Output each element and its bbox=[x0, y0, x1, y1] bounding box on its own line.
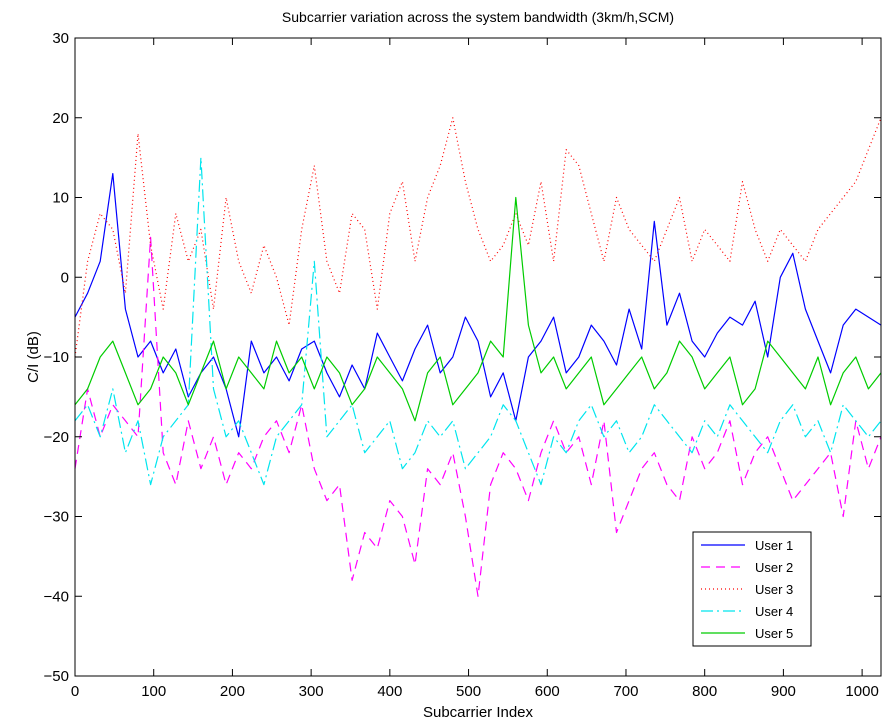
y-axis-label: C/I (dB) bbox=[25, 331, 42, 383]
legend-label-4: User 4 bbox=[755, 604, 793, 619]
x-tick-label: 600 bbox=[535, 683, 560, 700]
x-tick-label: 500 bbox=[456, 683, 481, 700]
legend-label-2: User 2 bbox=[755, 560, 793, 575]
y-tick-label: 30 bbox=[52, 30, 69, 47]
series-line-1 bbox=[74, 173, 882, 438]
x-tick-label: 400 bbox=[377, 683, 402, 700]
x-tick-label: 100 bbox=[141, 683, 166, 700]
legend-label-1: User 1 bbox=[755, 538, 793, 553]
axes: 0 100 200 300 400 500 600 700 800 900 1000−50−40−3… bbox=[44, 30, 882, 700]
x-tick-label: 700 bbox=[613, 683, 638, 700]
x-tick-label: 900 bbox=[771, 683, 796, 700]
x-tick-label: 200 bbox=[220, 683, 245, 700]
legend-label-3: User 3 bbox=[755, 582, 793, 597]
x-tick-label: 800 bbox=[692, 683, 717, 700]
y-tick-label: −50 bbox=[44, 668, 69, 685]
y-tick-label: −10 bbox=[44, 349, 69, 366]
y-tick-label: −40 bbox=[44, 588, 69, 605]
series-line-4 bbox=[74, 157, 882, 486]
series-layer bbox=[74, 117, 882, 597]
y-tick-label: −20 bbox=[44, 429, 69, 446]
legend-label-5: User 5 bbox=[755, 626, 793, 641]
x-tick-label: 0 bbox=[71, 683, 79, 700]
y-tick-label: −30 bbox=[44, 509, 69, 526]
legend: User 1 User 2 User 3 User 4 User 5 bbox=[692, 531, 812, 647]
y-tick-label: 0 bbox=[61, 269, 69, 286]
series-line-5 bbox=[74, 196, 882, 422]
x-tick-label: 300 bbox=[299, 683, 324, 700]
y-tick-label: 20 bbox=[52, 110, 69, 127]
x-axis-label: Subcarrier Index bbox=[423, 704, 534, 721]
series-line-2 bbox=[74, 236, 882, 597]
x-tick-label: 1000 bbox=[845, 683, 878, 700]
legend-box bbox=[692, 531, 812, 647]
y-tick-label: 10 bbox=[52, 190, 69, 207]
chart-title: Subcarrier variation across the system b… bbox=[282, 9, 674, 25]
